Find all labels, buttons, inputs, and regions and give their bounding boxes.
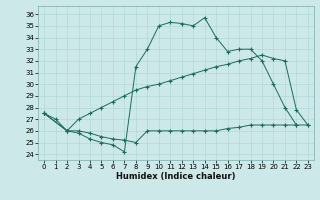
X-axis label: Humidex (Indice chaleur): Humidex (Indice chaleur) bbox=[116, 172, 236, 181]
